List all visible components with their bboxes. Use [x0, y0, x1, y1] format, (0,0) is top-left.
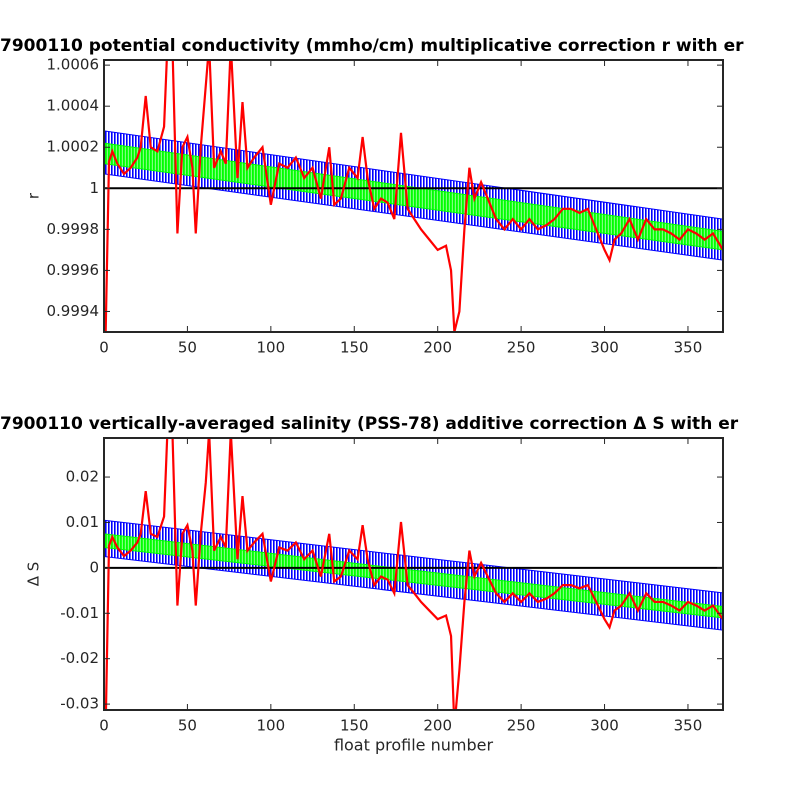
error-band [104, 533, 723, 619]
x-tick-label: 300 [590, 339, 619, 357]
data-line [104, 438, 723, 710]
x-tick-label: 50 [178, 717, 197, 735]
x-tick-label: 150 [340, 717, 369, 735]
x-tick-label: 300 [590, 717, 619, 735]
x-tick-label: 100 [257, 717, 286, 735]
x-tick-label: 100 [257, 339, 286, 357]
y-tick-label: 0.01 [66, 513, 99, 531]
axes-frame [103, 59, 724, 333]
y-axis-label: r [25, 192, 43, 199]
y-tick-label: 1.0004 [47, 97, 100, 115]
error-band [104, 142, 723, 251]
axes-frame [103, 437, 724, 711]
y-tick-label: 0 [89, 558, 99, 576]
subplot: 0 50 100 150 200 250 300 350 -0.03 -0.02 -0.01 0 0.0… [0, 414, 739, 755]
x-tick-label: 0 [99, 717, 109, 735]
chart-title: 7900110 potential conductivity (mmho/cm)… [0, 36, 744, 56]
y-tick-label: 1 [89, 179, 99, 197]
x-tick-label: 250 [507, 717, 536, 735]
y-tick-label: 1.0006 [47, 56, 100, 74]
y-tick-label: 0.9998 [47, 220, 100, 238]
chart-title: 7900110 vertically-averaged salinity (PS… [0, 414, 739, 434]
data-line [104, 60, 723, 332]
plot-area [104, 438, 723, 710]
y-tick-label: 0.9996 [47, 261, 100, 279]
x-axis-label: float profile number [334, 736, 494, 755]
y-tick-label: 0.02 [66, 468, 99, 486]
y-tick-label: -0.02 [60, 649, 99, 667]
y-axis-label: Δ S [25, 562, 43, 587]
x-tick-label: 50 [178, 339, 197, 357]
y-tick-label: 1.0002 [47, 138, 100, 156]
x-tick-label: 0 [99, 339, 109, 357]
x-tick-label: 350 [674, 717, 703, 735]
x-tick-label: 250 [507, 339, 536, 357]
x-tick-label: 200 [423, 717, 452, 735]
y-tick-label: 0.9994 [47, 302, 100, 320]
subplot: 0 50 100 150 200 250 300 350 0.9994 0.9996 0.9998 1… [0, 36, 744, 357]
y-tick-label: -0.01 [60, 604, 99, 622]
x-tick-label: 150 [340, 339, 369, 357]
x-tick-label: 200 [423, 339, 452, 357]
y-tick-label: -0.03 [60, 695, 99, 713]
plot-area [104, 60, 723, 332]
x-tick-label: 350 [674, 339, 703, 357]
